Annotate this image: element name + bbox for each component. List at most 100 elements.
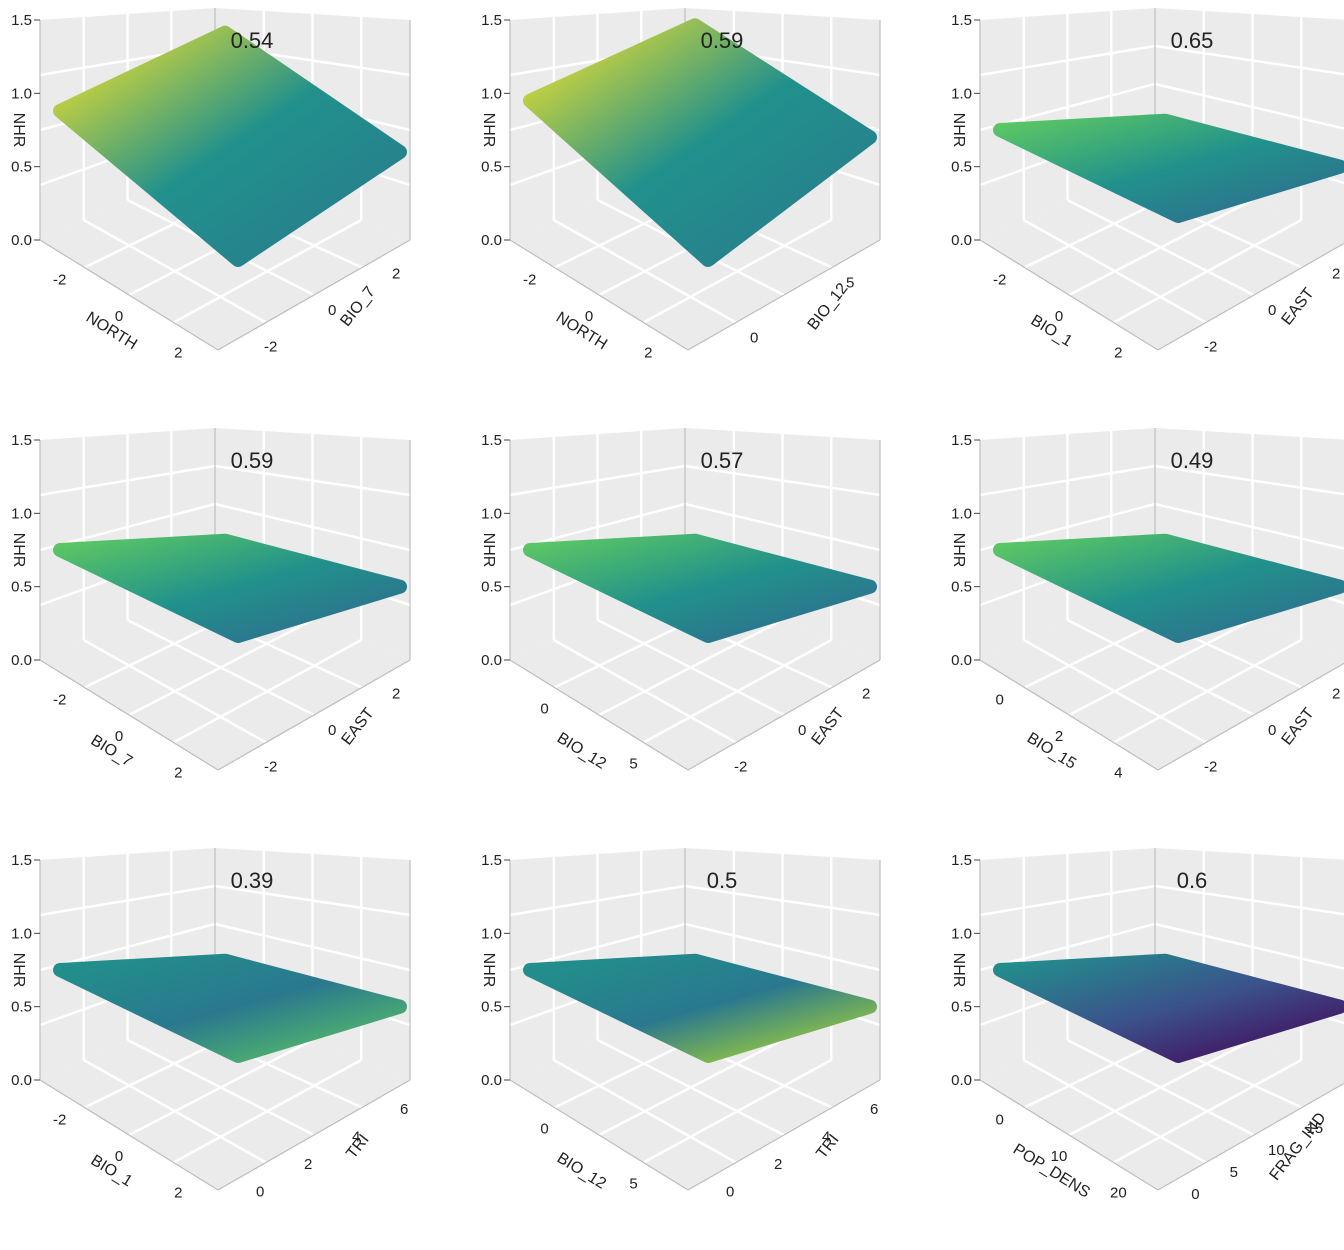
chart-svg: 0.0 0.5 1.0 1.5 NHR 0 5 BIO_12 0 2 4 6 TRI 0.5 [480, 848, 881, 1200]
box-edge [1157, 1082, 1344, 1191]
gridline [39, 464, 216, 497]
x-axis-label: BIO_1 [1028, 312, 1076, 351]
chart-panel: 0.0 0.5 1.0 1.5 NHR 0 5 BIO_12 -2 0 2 EAST 0.57 [470, 420, 918, 830]
floor [40, 1000, 410, 1190]
y-axis-label: EAST [1278, 285, 1317, 329]
correlation-label: 0.54 [231, 28, 274, 53]
z-tick-label: 0.5 [481, 159, 502, 176]
gridline [509, 884, 686, 917]
y-tick-label: 4 [822, 1128, 830, 1145]
y-tick-label: 6 [400, 1101, 408, 1118]
box-edge [39, 659, 219, 771]
x-tick-label: -2 [53, 691, 66, 708]
z-axis-label: NHR [10, 953, 27, 988]
x-axis-label: NORTH [83, 309, 140, 353]
response-surface [53, 25, 407, 267]
response-surface [523, 533, 877, 643]
z-tick-label: 1.5 [11, 12, 32, 29]
x-tick-label: 2 [174, 345, 182, 362]
chart-panel: 0.0 0.5 1.0 1.5 NHR -2 0 2 NORTH 0 5 BIO_12 0.59 [470, 0, 918, 410]
y-tick-label: 0 [1191, 1186, 1199, 1203]
y-tick-label: 2 [392, 685, 400, 702]
correlation-label: 0.59 [701, 28, 744, 53]
z-tick-label: 1.0 [11, 505, 32, 522]
z-tick-label: 0.5 [951, 579, 972, 596]
z-tick-label: 1.5 [951, 12, 972, 29]
gridline [214, 464, 411, 497]
response-surface [53, 953, 407, 1063]
z-tick-label: 0.0 [481, 1072, 502, 1089]
y-tick-label: 0 [1268, 722, 1276, 739]
x-axis-label: BIO_12 [554, 730, 609, 773]
y-axis-label: EAST [808, 705, 847, 749]
correlation-label: 0.39 [231, 868, 274, 893]
z-tick-label: 0.0 [951, 652, 972, 669]
gridline [979, 884, 1156, 917]
y-axis-label: BIO_7 [337, 284, 378, 330]
y-tick-label: -2 [734, 759, 747, 776]
box-edge [979, 659, 1159, 771]
x-axis-label: BIO_15 [1024, 730, 1079, 773]
box-edge [1157, 662, 1344, 771]
gridline [1154, 44, 1344, 76]
y-tick-label: 5 [846, 275, 854, 292]
x-tick-label: -2 [53, 271, 66, 288]
gridline [172, 218, 362, 324]
z-tick-label: 0.5 [951, 999, 972, 1016]
box-edge [39, 1079, 219, 1191]
box-edge [979, 239, 1159, 351]
z-tick-label: 0.0 [481, 652, 502, 669]
x-tick-label: -2 [993, 271, 1006, 288]
response-surface [993, 953, 1344, 1063]
chart-svg: 0.0 0.5 1.0 1.5 NHR -2 0 2 BIO_7 -2 0 2 EAST 0.59 [10, 428, 411, 782]
y-tick-label: 2 [304, 1156, 312, 1173]
x-axis-label: BIO_1 [88, 1152, 136, 1191]
x-tick-label: 20 [1110, 1185, 1127, 1202]
y-axis-label: TRI [813, 1131, 842, 1162]
x-tick-label: 2 [1055, 728, 1063, 745]
chart-panel: 0.0 0.5 1.0 1.5 NHR -2 0 2 BIO_7 -2 0 2 EAST 0.59 [0, 420, 448, 830]
y-axis-label: BIO_12 [805, 280, 852, 333]
chart-svg: 0.00.51.01.5NHR01020POP_DENS05101520FRAG… [950, 848, 1344, 1203]
x-tick-label: 0 [115, 728, 123, 745]
z-tick-label: 0.0 [11, 652, 32, 669]
y-tick-label: -2 [264, 339, 277, 356]
z-axis-label: NHR [950, 533, 967, 568]
floor [980, 160, 1344, 350]
floor [510, 1000, 880, 1190]
gridline [642, 218, 832, 324]
response-surface [53, 533, 407, 643]
x-tick-label: 0 [995, 691, 1003, 708]
gridline [509, 464, 686, 497]
chart-svg: 0.0 0.5 1.0 1.5 NHR 0 5 BIO_12 -2 0 2 EAST 0.57 [480, 428, 881, 776]
x-tick-label: 2 [174, 765, 182, 782]
gridline [684, 884, 881, 917]
gridline [684, 464, 881, 497]
y-tick-label: 0 [750, 330, 758, 347]
z-tick-label: 1.5 [481, 852, 502, 869]
x-tick-label: 5 [629, 756, 637, 773]
z-tick-label: 0.5 [11, 999, 32, 1016]
z-tick-label: 1.5 [11, 852, 32, 869]
z-tick-label: 1.5 [481, 12, 502, 29]
box-edge [39, 239, 219, 351]
z-axis-label: NHR [480, 953, 497, 988]
y-tick-label: 0 [328, 722, 336, 739]
chart-svg: 0.0 0.5 1.0 1.5 NHR -2 0 2 NORTH -2 0 2 BIO_7 0.54 [10, 8, 411, 362]
chart-panel: 0.0 0.5 1.0 1.5 NHR -2 0 2 BIO_1 0 2 4 6 TRI 0.39 [0, 840, 448, 1250]
x-tick-label: -2 [523, 271, 536, 288]
chart-panel: 0.0 0.5 1.0 1.5 NHR 0 2 4 BIO_15 -2 0 2 EAST 0.49 [940, 420, 1344, 830]
z-axis-label: NHR [480, 113, 497, 148]
correlation-label: 0.57 [701, 448, 744, 473]
y-tick-label: -2 [1204, 339, 1217, 356]
y-tick-label: -2 [264, 759, 277, 776]
box-edge [687, 1079, 881, 1191]
z-tick-label: 1.0 [951, 85, 972, 102]
x-tick-label: 0 [540, 1121, 548, 1138]
y-tick-label: 0 [726, 1183, 734, 1200]
x-axis-label: BIO_12 [554, 1150, 609, 1193]
box-edge [687, 239, 881, 351]
chart-svg: 0.0 0.5 1.0 1.5 NHR 0 2 4 BIO_15 -2 0 2 EAST 0.49 [950, 428, 1344, 782]
